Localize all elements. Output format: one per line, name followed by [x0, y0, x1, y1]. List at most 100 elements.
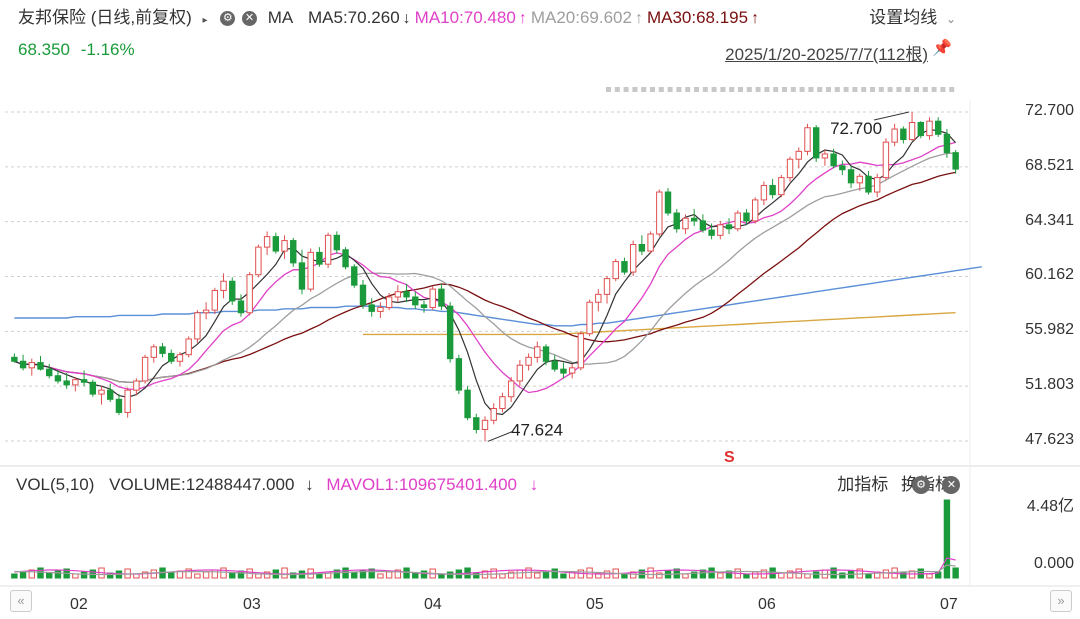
volume-bar: [804, 573, 811, 579]
event-marker: [843, 87, 849, 92]
candle-up: [481, 419, 489, 430]
close-icon[interactable]: ✕: [242, 11, 258, 27]
candle-down: [847, 169, 855, 184]
vol-mavol: MAVOL1:109675401.400: [326, 475, 518, 494]
candle-down: [935, 120, 942, 135]
candle-up: [908, 121, 916, 141]
volume-bar: [647, 567, 654, 579]
vol-mavol-arrow: ↓: [529, 475, 539, 494]
price-value: 68.350: [18, 40, 70, 59]
volume-bar: [385, 571, 393, 579]
event-marker: [878, 87, 884, 92]
volume-bar: [359, 570, 367, 579]
volume-bar: [220, 567, 227, 579]
candle-down: [455, 358, 463, 391]
vol-volume-arrow: ↓: [305, 475, 314, 494]
stock-title[interactable]: 友邦保险 (日线,前复权): [18, 8, 192, 27]
candle-up: [734, 212, 741, 230]
candle-up: [263, 236, 271, 248]
volume-bar: [534, 572, 541, 579]
s-marker-icon: S: [724, 449, 735, 466]
date-range[interactable]: 2025/1/20-2025/7/7(112根): [725, 45, 928, 64]
volume-bar: [621, 573, 628, 579]
candle-up: [255, 246, 262, 276]
pin-icon[interactable]: 📌: [932, 40, 952, 57]
candle-up: [778, 177, 785, 196]
event-marker: [746, 87, 752, 92]
low-pointer: [487, 430, 514, 442]
event-marker: [817, 87, 823, 92]
candle-down: [107, 389, 114, 400]
candle-down: [63, 380, 70, 386]
ma5-line: [14, 128, 957, 416]
add-indicator-button[interactable]: 加指标: [837, 475, 889, 494]
volume-bar: [420, 570, 428, 579]
event-marker: [729, 87, 735, 92]
volume-bar: [865, 573, 872, 579]
event-marker: [782, 87, 787, 92]
x-tick-label: 07: [940, 596, 958, 613]
candle-up: [377, 306, 384, 312]
candle-down: [699, 220, 707, 231]
settings-ma-button[interactable]: 设置均线 ⌄: [869, 6, 956, 30]
candle-up: [647, 233, 654, 252]
event-marker: [870, 87, 875, 92]
volume-bar: [28, 569, 35, 579]
ma-label: MA: [267, 8, 294, 27]
volume-bar: [281, 567, 288, 579]
volume-bar: [412, 572, 419, 579]
volume-header: VOL(5,10) VOLUME:12488447.000 ↓ MAVOL1:1…: [16, 474, 538, 496]
volume-bar: [351, 572, 358, 579]
scroll-right-button[interactable]: »: [1050, 590, 1072, 612]
candle-down: [943, 133, 951, 154]
candle-up: [194, 312, 201, 340]
volume-bar: [194, 573, 201, 579]
event-marker: [905, 87, 911, 92]
candle-down: [673, 212, 680, 230]
candle-down: [952, 152, 959, 170]
ma-arrow: ↑: [751, 10, 760, 27]
y-tick-label: 55.982: [1025, 321, 1074, 339]
event-marker: [702, 87, 708, 92]
event-marker: [755, 87, 761, 92]
candle-down: [664, 191, 672, 214]
candle-up: [856, 175, 863, 184]
volume-bar: [19, 571, 27, 579]
candle-up: [804, 127, 811, 152]
volume-tick-label: 0.000: [1033, 555, 1074, 572]
volume-bar: [629, 571, 637, 579]
event-marker: [711, 87, 717, 92]
volume-bar: [150, 569, 158, 579]
candle-down: [342, 249, 349, 268]
candle-down: [743, 212, 750, 222]
ma-item: MA20:69.602 ↑: [530, 8, 643, 27]
candle-down: [54, 375, 62, 382]
chevron-down-icon: ⌄: [945, 12, 956, 26]
volume-bar: [263, 571, 271, 579]
vol-gear-icon[interactable]: ⚙: [912, 476, 930, 494]
caret-right-icon[interactable]: ▸: [202, 15, 208, 26]
vol-close-icon[interactable]: ✕: [942, 476, 961, 494]
volume-bar: [37, 567, 44, 579]
volume-bar: [403, 567, 410, 579]
scroll-left-button[interactable]: «: [10, 590, 32, 612]
y-tick-label: 60.162: [1025, 266, 1074, 284]
ma-items: MA5:70.260 ↓ MA10:70.480 ↑ MA20:69.602 ↑ MA30:…: [308, 8, 763, 27]
event-marker: [808, 87, 814, 92]
event-marker: [685, 87, 691, 92]
event-marker: [887, 87, 893, 92]
candle-down: [865, 175, 872, 193]
event-marker: [949, 87, 955, 92]
gear-icon[interactable]: ⚙: [220, 11, 236, 27]
candle-down: [917, 121, 924, 137]
candle-down: [830, 153, 837, 167]
x-tick-label: 02: [70, 596, 88, 613]
candle-down: [420, 304, 428, 308]
candle-down: [298, 262, 306, 290]
ma-long-line-blue: [14, 266, 982, 327]
candle-up: [490, 408, 497, 421]
volume-bar: [551, 568, 558, 579]
volume-bar: [516, 569, 524, 579]
candle-down: [237, 300, 245, 314]
